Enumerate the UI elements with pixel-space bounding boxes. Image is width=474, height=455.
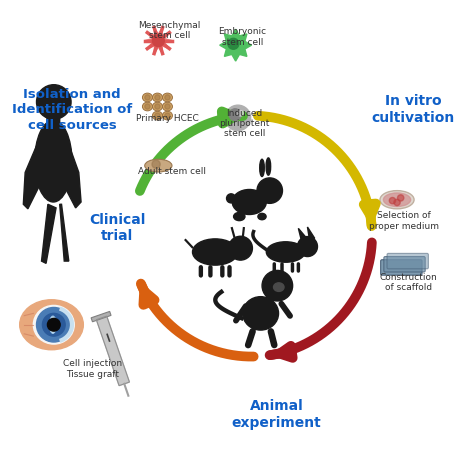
Text: Embryonic
stem cell: Embryonic stem cell: [219, 27, 266, 47]
FancyArrowPatch shape: [282, 304, 290, 316]
FancyBboxPatch shape: [47, 108, 60, 127]
Text: Construction
of scaffold: Construction of scaffold: [380, 272, 437, 292]
Circle shape: [165, 114, 170, 119]
Text: Clinical
trial: Clinical trial: [89, 212, 146, 243]
Ellipse shape: [20, 300, 83, 350]
Ellipse shape: [273, 283, 284, 292]
Text: Primary HCEC: Primary HCEC: [136, 114, 199, 123]
Circle shape: [43, 313, 65, 336]
Ellipse shape: [243, 297, 279, 330]
Circle shape: [389, 198, 396, 204]
Ellipse shape: [258, 214, 266, 220]
Ellipse shape: [143, 103, 153, 111]
Ellipse shape: [163, 112, 173, 121]
Text: Isolation and
Identification of
cell sources: Isolation and Identification of cell sou…: [12, 88, 132, 131]
Circle shape: [227, 194, 236, 203]
Ellipse shape: [192, 239, 238, 266]
FancyBboxPatch shape: [384, 257, 425, 273]
Text: Induced
pluripotent
stem cell: Induced pluripotent stem cell: [219, 108, 270, 138]
Polygon shape: [42, 205, 56, 264]
Ellipse shape: [35, 121, 72, 202]
Text: Mesenchymal
stem cell: Mesenchymal stem cell: [138, 20, 201, 40]
Ellipse shape: [153, 103, 163, 111]
FancyArrowPatch shape: [236, 307, 246, 321]
Ellipse shape: [163, 94, 173, 102]
Circle shape: [228, 237, 253, 261]
Circle shape: [262, 271, 292, 301]
Circle shape: [155, 105, 160, 110]
Circle shape: [152, 161, 160, 169]
Polygon shape: [60, 205, 69, 262]
Circle shape: [155, 114, 160, 119]
Ellipse shape: [266, 242, 305, 263]
Circle shape: [47, 318, 60, 331]
Polygon shape: [60, 142, 81, 208]
Circle shape: [398, 195, 404, 202]
Text: Selection of
proper medium: Selection of proper medium: [369, 211, 439, 230]
Circle shape: [145, 105, 150, 110]
Polygon shape: [298, 229, 306, 240]
Circle shape: [155, 96, 160, 101]
Ellipse shape: [266, 158, 271, 176]
Polygon shape: [23, 139, 47, 209]
Text: Cell injection
Tissue graft: Cell injection Tissue graft: [63, 359, 122, 378]
FancyBboxPatch shape: [381, 260, 422, 276]
Text: In vitro
cultivation: In vitro cultivation: [371, 94, 455, 125]
Polygon shape: [145, 29, 172, 55]
Ellipse shape: [145, 160, 172, 172]
Circle shape: [257, 178, 283, 204]
Ellipse shape: [234, 213, 245, 221]
Ellipse shape: [49, 316, 56, 334]
Ellipse shape: [143, 94, 153, 102]
Circle shape: [36, 86, 71, 120]
Text: Animal
experiment: Animal experiment: [232, 398, 321, 429]
Polygon shape: [308, 228, 315, 239]
Polygon shape: [91, 312, 111, 322]
Polygon shape: [220, 30, 252, 62]
Circle shape: [225, 106, 251, 131]
Ellipse shape: [33, 306, 74, 344]
Ellipse shape: [153, 112, 163, 121]
Ellipse shape: [232, 190, 266, 215]
Circle shape: [228, 39, 239, 50]
Circle shape: [229, 110, 241, 121]
Circle shape: [145, 96, 150, 101]
Polygon shape: [96, 316, 129, 386]
FancyArrowPatch shape: [271, 332, 274, 345]
Text: Adult stem cell: Adult stem cell: [138, 167, 206, 175]
Circle shape: [165, 105, 170, 110]
Ellipse shape: [260, 160, 264, 177]
FancyArrowPatch shape: [248, 332, 253, 345]
FancyBboxPatch shape: [387, 254, 428, 269]
Circle shape: [36, 308, 71, 342]
Circle shape: [394, 200, 400, 206]
Ellipse shape: [380, 191, 414, 209]
Ellipse shape: [383, 193, 410, 207]
Circle shape: [298, 237, 318, 257]
Ellipse shape: [153, 94, 163, 102]
Circle shape: [165, 96, 170, 101]
Circle shape: [153, 35, 164, 47]
Circle shape: [238, 111, 243, 117]
Ellipse shape: [163, 103, 173, 111]
